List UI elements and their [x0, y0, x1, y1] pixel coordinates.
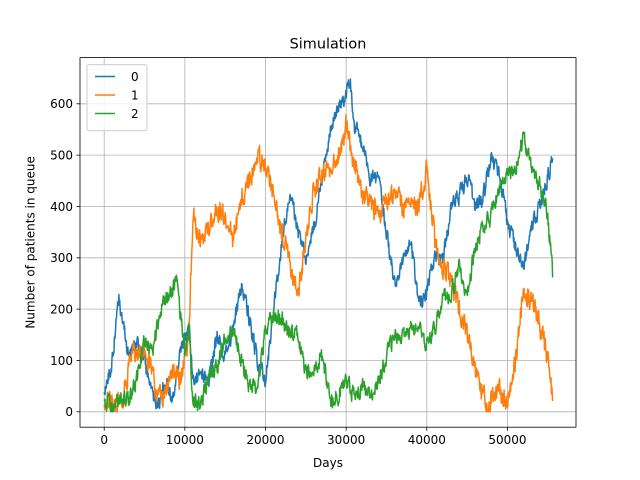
x-axis-label: Days: [313, 456, 343, 470]
y-tick-label: 400: [50, 200, 73, 214]
series-line-2: [103, 131, 554, 413]
y-tick-label: 0: [65, 405, 73, 419]
y-tick-label: 600: [50, 97, 73, 111]
chart-title: Simulation: [290, 37, 367, 53]
x-tick-label: 20000: [246, 433, 284, 447]
legend-label: 1: [131, 88, 139, 102]
x-tick-label: 50000: [488, 433, 526, 447]
series-line-1: [103, 114, 554, 413]
ticks: 0 10000 20000 30000 40000 50000 0 100 200 300 400 5…: [50, 97, 526, 447]
series-layer: [103, 78, 554, 413]
plot-background: [80, 57, 576, 428]
x-tick-label: 30000: [327, 433, 365, 447]
x-tick-label: 10000: [166, 433, 204, 447]
y-tick-label: 200: [50, 302, 73, 316]
plot-frame: [79, 57, 577, 428]
y-tick-label: 500: [50, 148, 73, 162]
y-tick-label: 300: [50, 251, 73, 265]
y-axis-label: Number of patients in queue: [24, 156, 38, 329]
series-line-0: [103, 78, 554, 410]
legend-label: 0: [131, 70, 139, 84]
x-tick-label: 40000: [408, 433, 446, 447]
y-tick-label: 100: [50, 354, 73, 368]
grid: [80, 57, 576, 428]
legend-label: 2: [131, 107, 139, 121]
legend: 0 1 2: [86, 64, 148, 132]
x-tick-label: 0: [100, 433, 108, 447]
